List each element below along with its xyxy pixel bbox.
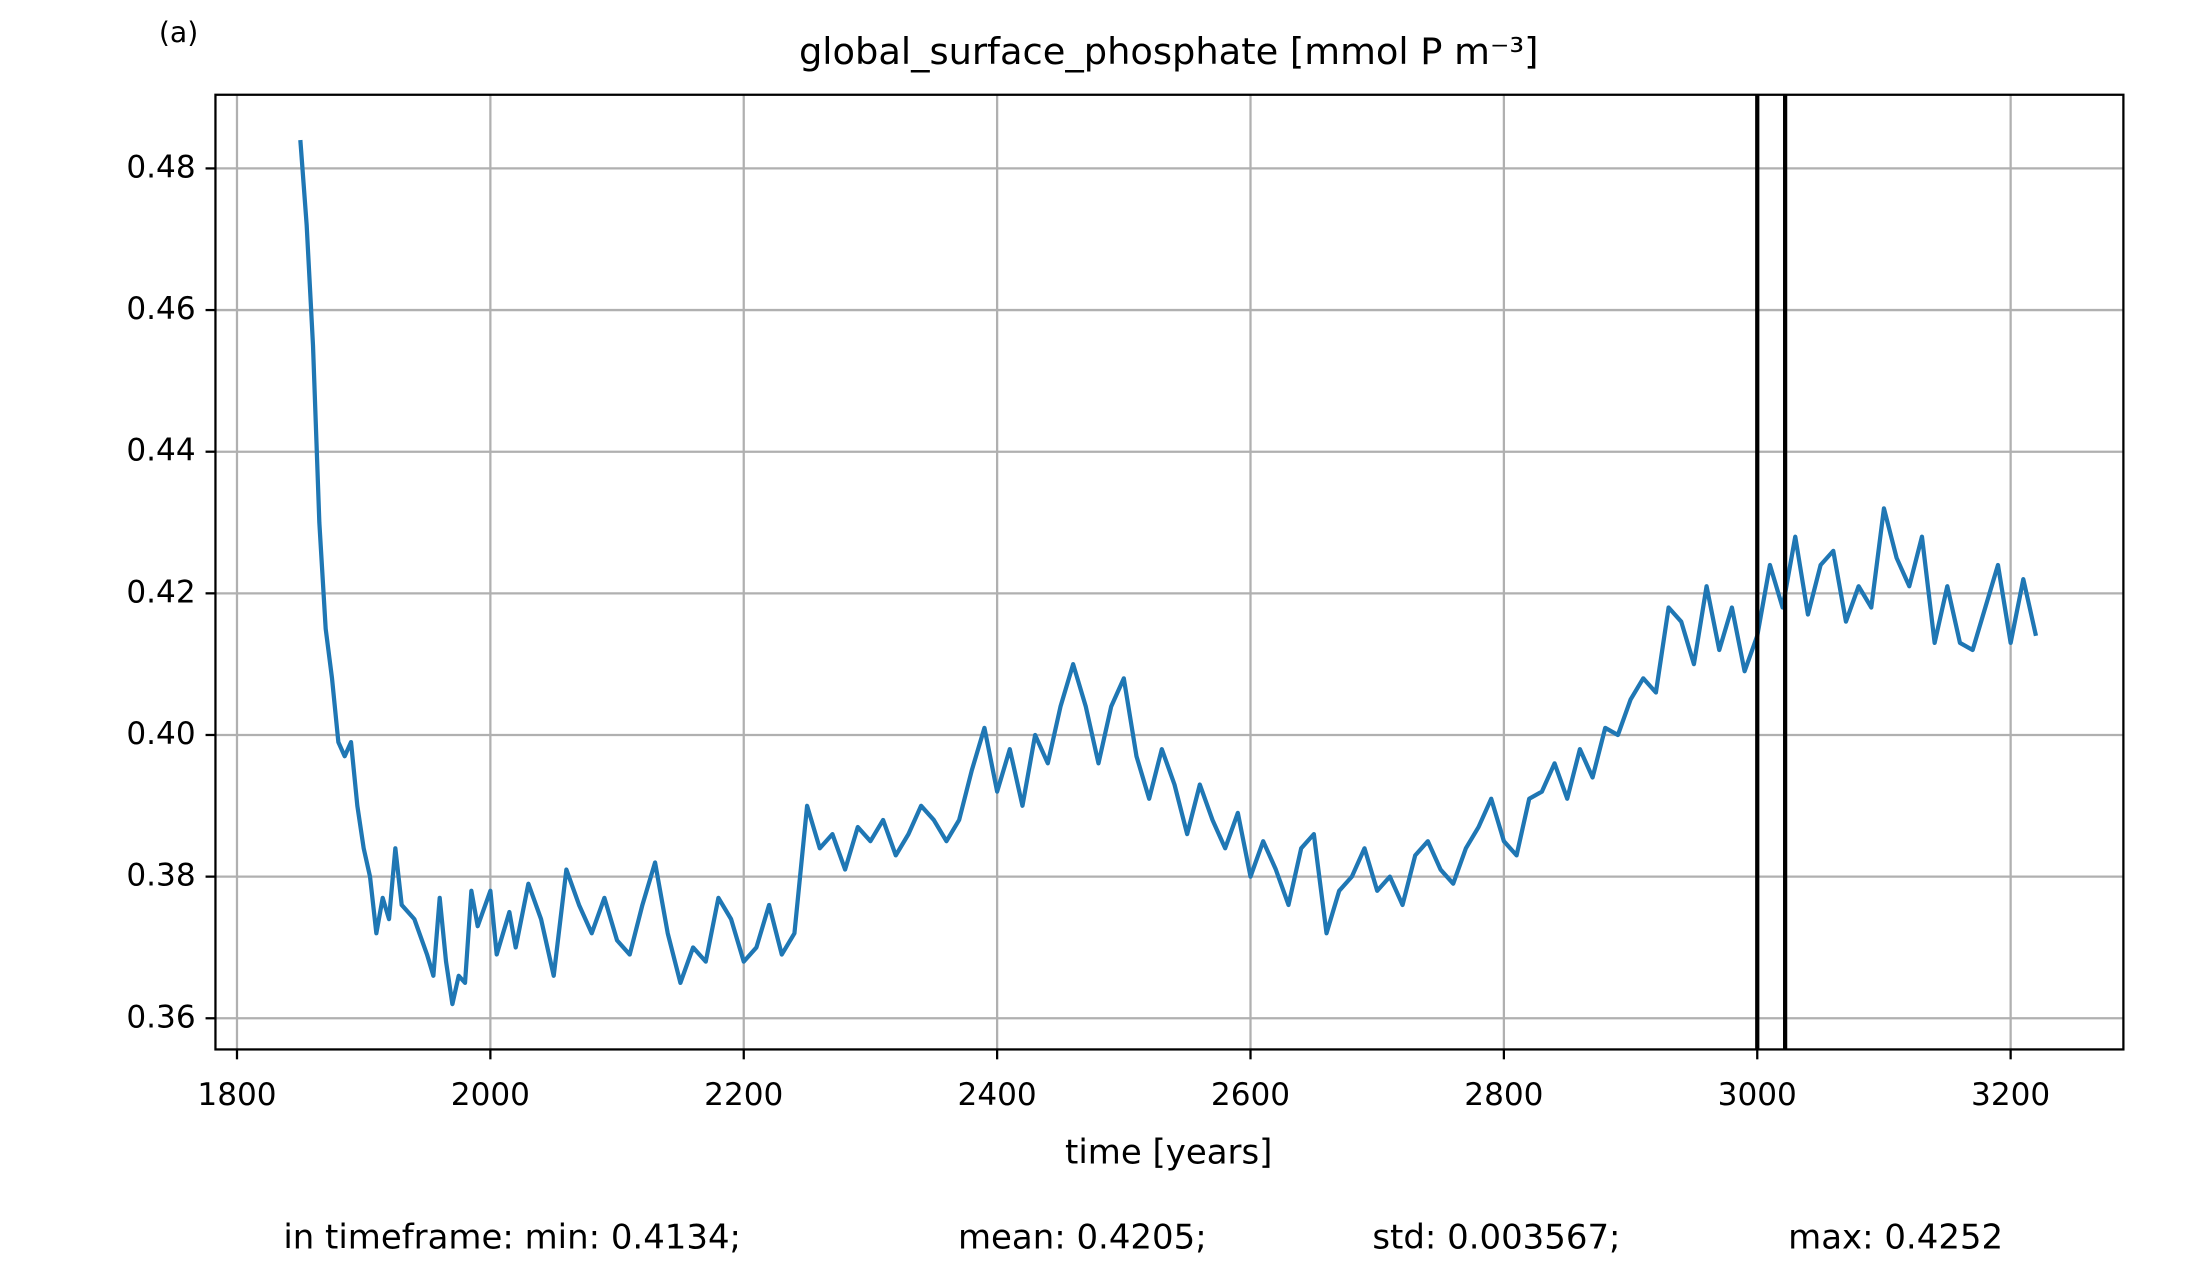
x-tick-label: 2400 <box>958 1077 1037 1113</box>
x-tick-label: 3000 <box>1718 1077 1797 1113</box>
x-tick-label: 2800 <box>1464 1077 1543 1113</box>
chart-title: global_surface_phosphate [mmol P m⁻³] <box>799 30 1538 73</box>
y-tick-label: 0.42 <box>126 574 195 610</box>
y-tick-label: 0.46 <box>126 291 195 327</box>
data-line <box>298 139 2039 1007</box>
x-axis-label: time [years] <box>1065 1133 1272 1173</box>
stats-annotation: max: 0.4252 <box>1788 1217 2003 1257</box>
plot-frame <box>214 93 2125 1051</box>
stats-annotation: std: 0.003567; <box>1372 1217 1620 1257</box>
stats-annotation: mean: 0.4205; <box>958 1217 1207 1257</box>
x-tick-label: 3200 <box>1971 1077 2050 1113</box>
y-tick-label: 0.48 <box>126 149 195 185</box>
stats-annotation: in timeframe: min: 0.4134; <box>283 1217 741 1257</box>
y-tick-label: 0.36 <box>126 999 195 1035</box>
x-tick-label: 2200 <box>704 1077 783 1113</box>
y-tick-label: 0.44 <box>126 433 195 469</box>
x-tick-label: 2600 <box>1211 1077 1290 1113</box>
panel-label: (a) <box>159 16 198 49</box>
x-tick-label: 2000 <box>451 1077 530 1113</box>
y-tick-label: 0.38 <box>126 858 195 894</box>
y-tick-label: 0.40 <box>126 716 195 752</box>
x-tick-label: 1800 <box>197 1077 276 1113</box>
